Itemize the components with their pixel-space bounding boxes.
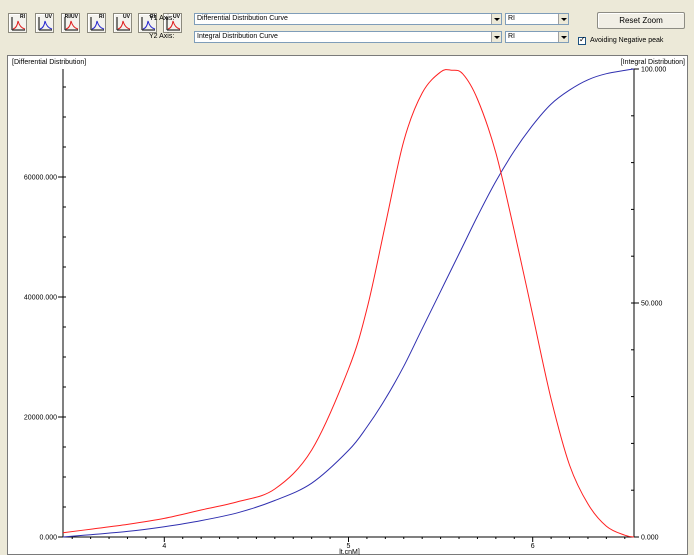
ri-uv-chart-icon [64, 17, 79, 31]
uv-chart-button[interactable]: UV [35, 13, 54, 33]
uv-chart-icon [38, 17, 53, 31]
left-axis-title: [Differential Distribution] [12, 59, 86, 66]
ri-chart-alt-button[interactable]: RI [87, 13, 106, 33]
y2-curve-value: Integral Distribution Curve [197, 33, 278, 40]
integral-distribution-line[interactable] [62, 68, 635, 538]
ri-chart-button[interactable]: RI [8, 13, 27, 33]
ri-overlay-chart-icon [141, 17, 156, 31]
chevron-down-icon[interactable] [491, 14, 501, 24]
y1-tick-label: 40000.000 [24, 295, 57, 302]
reset-zoom-button[interactable]: Reset Zoom [597, 12, 685, 29]
chart-button-label: UV [123, 14, 130, 20]
y2-detector-value: RI [508, 33, 515, 40]
y1-tick-label: 60000.000 [24, 175, 57, 182]
avoid-negative-peak-label: Avoiding Negative peak [590, 37, 664, 44]
differential-distribution-line[interactable] [62, 69, 635, 538]
toolbar: RI UV RI/UV RI UV RI UV Y1 Axis: Differential … [0, 0, 694, 55]
y2-tick-label: 50.000 [641, 301, 663, 308]
y2-axis-label: Y2 Axis: [149, 33, 175, 40]
chevron-down-icon[interactable] [558, 32, 568, 42]
x-axis-label: lt.cnM] [339, 549, 360, 555]
chart-button-label: UV [45, 14, 52, 20]
y1-curve-select[interactable]: Differential Distribution Curve [194, 13, 502, 25]
distribution-chart[interactable]: [Differential Distribution] [Integral Dis… [8, 56, 689, 555]
y1-detector-select[interactable]: RI [505, 13, 569, 25]
y1-tick-label: 0.000 [39, 535, 57, 542]
chart-button-label: RI [20, 14, 25, 20]
chevron-down-icon[interactable] [491, 32, 501, 42]
y1-axis-label: Y1 Axis: [149, 15, 175, 22]
x-tick-label: 4 [162, 543, 166, 550]
y2-detector-select[interactable]: RI [505, 31, 569, 43]
right-axis-title: [Integral Distribution] [621, 59, 685, 66]
x-tick-label: 6 [531, 543, 535, 550]
y1-tick-label: 20000.000 [24, 415, 57, 422]
chart-button-label: RI [99, 14, 104, 20]
ri-chart-alt-icon [90, 17, 105, 31]
chart-button-label: RI [150, 14, 155, 20]
y2-tick-label: 100.000 [641, 67, 666, 74]
ri-chart-icon [11, 17, 26, 31]
ri-overlay-chart-button[interactable]: RI [138, 13, 157, 33]
uv-overlay-chart-icon [166, 17, 181, 31]
chart-panel: [Differential Distribution] [Integral Dis… [7, 55, 688, 555]
uv-overlay-chart-button[interactable]: UV [163, 13, 182, 33]
chart-button-label: UV [173, 14, 180, 20]
y1-curve-value: Differential Distribution Curve [197, 15, 288, 22]
avoid-negative-peak-checkbox[interactable] [578, 35, 586, 45]
y1-detector-value: RI [508, 15, 515, 22]
y2-tick-label: 0.000 [641, 535, 659, 542]
x-tick-label: 5 [347, 543, 351, 550]
ri-uv-chart-button[interactable]: RI/UV [61, 13, 80, 33]
uv-chart-alt-icon [116, 17, 131, 31]
uv-chart-alt-button[interactable]: UV [113, 13, 132, 33]
y2-curve-select[interactable]: Integral Distribution Curve [194, 31, 502, 43]
chart-button-label: RI/UV [64, 14, 78, 20]
chevron-down-icon[interactable] [558, 14, 568, 24]
